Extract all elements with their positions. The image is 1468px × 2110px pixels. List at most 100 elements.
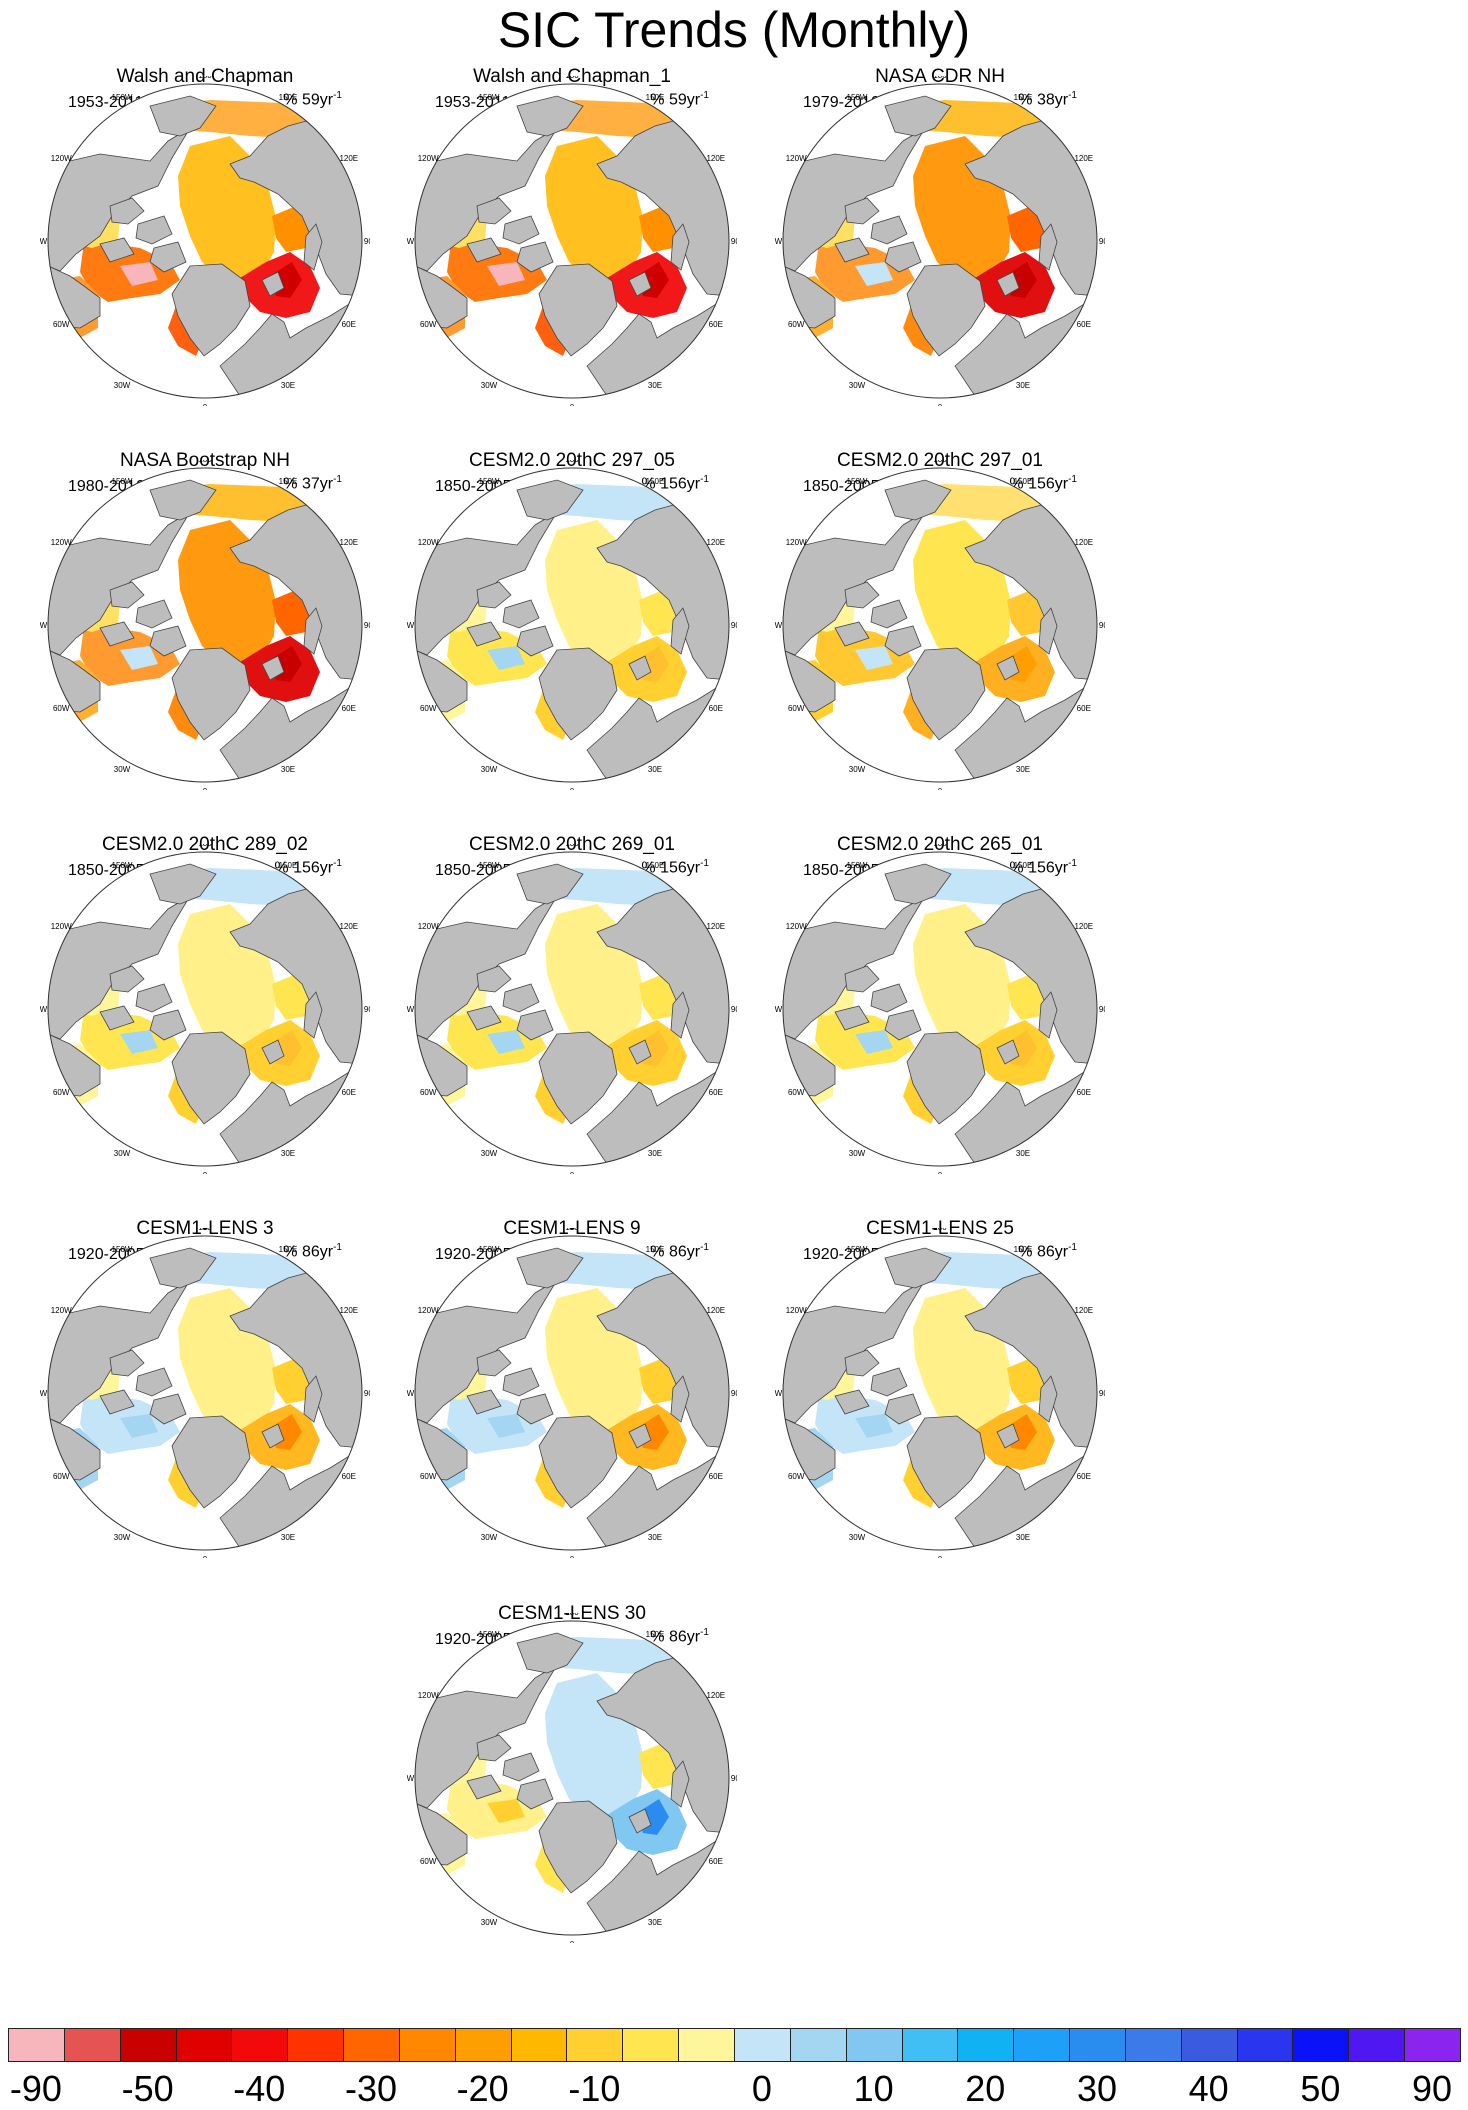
longitude-label: 90E (731, 1389, 737, 1398)
land-mass (109, 965, 145, 993)
land-mass (884, 1393, 922, 1425)
longitude-label: 30W (849, 1149, 866, 1158)
longitude-label: 180 (933, 844, 947, 848)
panel-units-exponent: -1 (700, 90, 709, 101)
land-mass (48, 511, 191, 656)
longitude-label: 150E (279, 1245, 298, 1254)
land-mass (870, 215, 908, 245)
longitude-label: 60E (342, 704, 356, 713)
land-mass (149, 625, 187, 657)
longitude-label: 120E (339, 922, 358, 931)
longitude-label: 60E (709, 320, 723, 329)
colorbar-swatch (1069, 2028, 1126, 2062)
land-mass (516, 625, 554, 657)
land-mass (884, 95, 952, 137)
longitude-label: 90W (775, 1389, 783, 1398)
land-mass (844, 197, 880, 225)
longitude-label: 150W (479, 1245, 500, 1254)
longitude-label: 60E (1077, 1472, 1091, 1481)
longitude-label: 30W (114, 381, 131, 390)
colorbar-tick-label: -30 (344, 2068, 398, 2109)
land-mass (516, 1632, 584, 1674)
colorbar-swatch (1348, 2028, 1406, 2062)
map-boundary (782, 1235, 1098, 1551)
polar-map: 180 150E 120E 90E 60E 30E 0 30W 60W 90W 120W 150W (407, 1613, 737, 1943)
colorbar-swatch (845, 2028, 903, 2062)
panel-units: % 86yr-1 (283, 1242, 342, 1261)
land-mass (135, 1367, 173, 1397)
colorbar-swatch (1180, 2028, 1238, 2062)
panel-units-prefix: % 86yr (1018, 1243, 1069, 1261)
colorbar-swatch (231, 2028, 289, 2062)
longitude-label: 90W (775, 1005, 783, 1014)
land-mass (303, 991, 323, 1039)
land-mass (516, 95, 584, 137)
map-boundary (414, 467, 730, 783)
longitude-label: 150W (479, 477, 500, 486)
longitude-label: 30W (849, 765, 866, 774)
polar-map: 180 150E 120E 90E 60E 30E 0 30W 60W 90W 120W 150W (407, 1228, 737, 1558)
longitude-label: 90W (40, 237, 48, 246)
land-mass (502, 215, 540, 245)
land-mass (502, 983, 540, 1013)
panel-title: NASA CDR NH (875, 66, 1005, 87)
panel-units-exponent: -1 (1068, 474, 1077, 485)
panel-units-exponent: -1 (333, 858, 342, 869)
longitude-label: 0 (203, 403, 208, 406)
longitude-label: 150E (646, 1245, 665, 1254)
land-mass (834, 237, 870, 263)
colorbar-tick-label: 0 (751, 2068, 772, 2109)
longitude-label: 0 (570, 1171, 575, 1174)
longitude-label: 90E (364, 1005, 370, 1014)
land-mass (516, 241, 554, 273)
longitude-label: 30W (481, 1149, 498, 1158)
longitude-label: 150E (646, 477, 665, 486)
longitude-label: 180 (565, 76, 579, 80)
colorbar-swatch (510, 2028, 568, 2062)
panel-units-exponent: -1 (1068, 858, 1077, 869)
colorbar-swatch (1013, 2028, 1071, 2062)
land-mass (906, 1415, 986, 1509)
longitude-label: 120E (706, 538, 725, 547)
land-mass (229, 503, 362, 681)
land-mass (906, 263, 986, 357)
colorbar-tick-label: 90 (1412, 2068, 1453, 2109)
panel-units: % 156yr-1 (641, 858, 709, 877)
panel-units: % 156yr-1 (274, 858, 342, 877)
land-mass (884, 625, 922, 657)
colorbar-swatch (789, 2028, 847, 2062)
land-mass (466, 1389, 502, 1415)
land-mass (415, 895, 558, 1040)
panel-units-prefix: % 59yr (283, 91, 334, 109)
land-mass (628, 655, 652, 681)
land-mass (109, 1349, 145, 1377)
land-mass (502, 1752, 540, 1782)
panel-units-prefix: % 156yr (1009, 475, 1069, 493)
colorbar-swatch (1236, 2028, 1294, 2062)
longitude-label: 0 (203, 1555, 208, 1558)
longitude-label: 150W (112, 1245, 133, 1254)
land-mass (870, 599, 908, 629)
panel-title: CESM2.0 20thC 265_01 (837, 834, 1043, 855)
land-mass (171, 1031, 251, 1125)
longitude-label: 60E (1077, 320, 1091, 329)
land-mass (149, 1393, 187, 1425)
map-boundary (414, 1620, 730, 1936)
land-mass (628, 1039, 652, 1065)
longitude-label: 150W (847, 861, 868, 870)
land-mass (99, 1389, 135, 1415)
colorbar-swatch (957, 2028, 1015, 2062)
colorbar-tick-label: -20 (456, 2068, 509, 2109)
longitude-label: 30W (481, 1533, 498, 1542)
map-boundary (47, 1235, 363, 1551)
longitude-label: 90E (731, 621, 737, 630)
panel-units-exponent: -1 (333, 1242, 342, 1253)
panel-units: % 59yr-1 (283, 90, 342, 109)
land-mass (884, 241, 922, 273)
land-mass (135, 983, 173, 1013)
map-content (415, 1621, 729, 1935)
colorbar (8, 2028, 1461, 2064)
